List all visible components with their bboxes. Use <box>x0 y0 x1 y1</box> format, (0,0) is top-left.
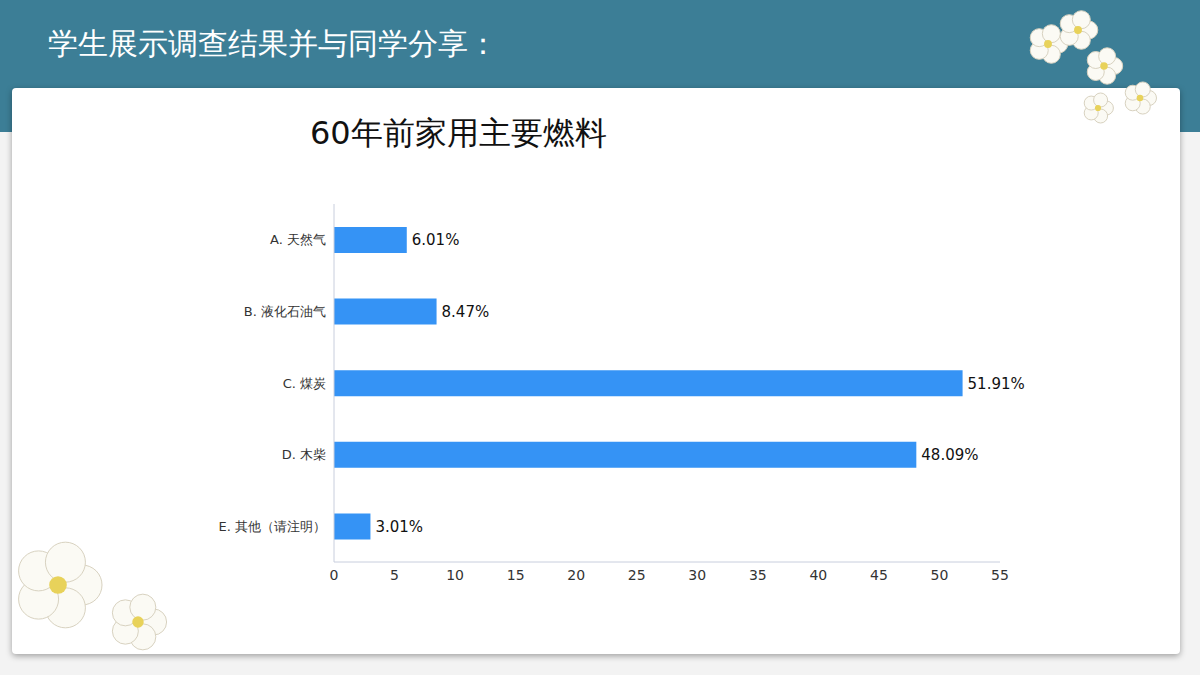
svg-text:15: 15 <box>507 567 525 583</box>
html-text:60年前家用主要燃料: 60年前家用主要燃料 <box>310 114 607 152</box>
svg-text:48.09%: 48.09% <box>921 446 978 464</box>
svg-text:10: 10 <box>446 567 464 583</box>
svg-text:B. 液化石油气: B. 液化石油气 <box>244 304 326 319</box>
svg-text:6.01%: 6.01% <box>412 231 460 249</box>
svg-text:50: 50 <box>931 567 949 583</box>
svg-text:51.91%: 51.91% <box>968 375 1025 393</box>
svg-text:8.47%: 8.47% <box>442 303 490 321</box>
svg-text:A. 天然气: A. 天然气 <box>270 232 326 247</box>
svg-text:3.01%: 3.01% <box>375 518 423 536</box>
html-text:学生展示调查结果并与同学分享：: 学生展示调查结果并与同学分享： <box>48 26 498 61</box>
svg-text:E. 其他（请注明）: E. 其他（请注明） <box>219 519 326 534</box>
svg-text:25: 25 <box>628 567 646 583</box>
svg-text:55: 55 <box>991 567 1009 583</box>
svg-text:D. 木柴: D. 木柴 <box>282 447 326 462</box>
svg-text:0: 0 <box>330 567 339 583</box>
svg-text:45: 45 <box>870 567 888 583</box>
svg-text:5: 5 <box>390 567 399 583</box>
svg-text:C. 煤炭: C. 煤炭 <box>283 376 326 391</box>
svg-text:20: 20 <box>567 567 585 583</box>
svg-text:40: 40 <box>809 567 827 583</box>
svg-text:35: 35 <box>749 567 767 583</box>
svg-text:30: 30 <box>688 567 706 583</box>
